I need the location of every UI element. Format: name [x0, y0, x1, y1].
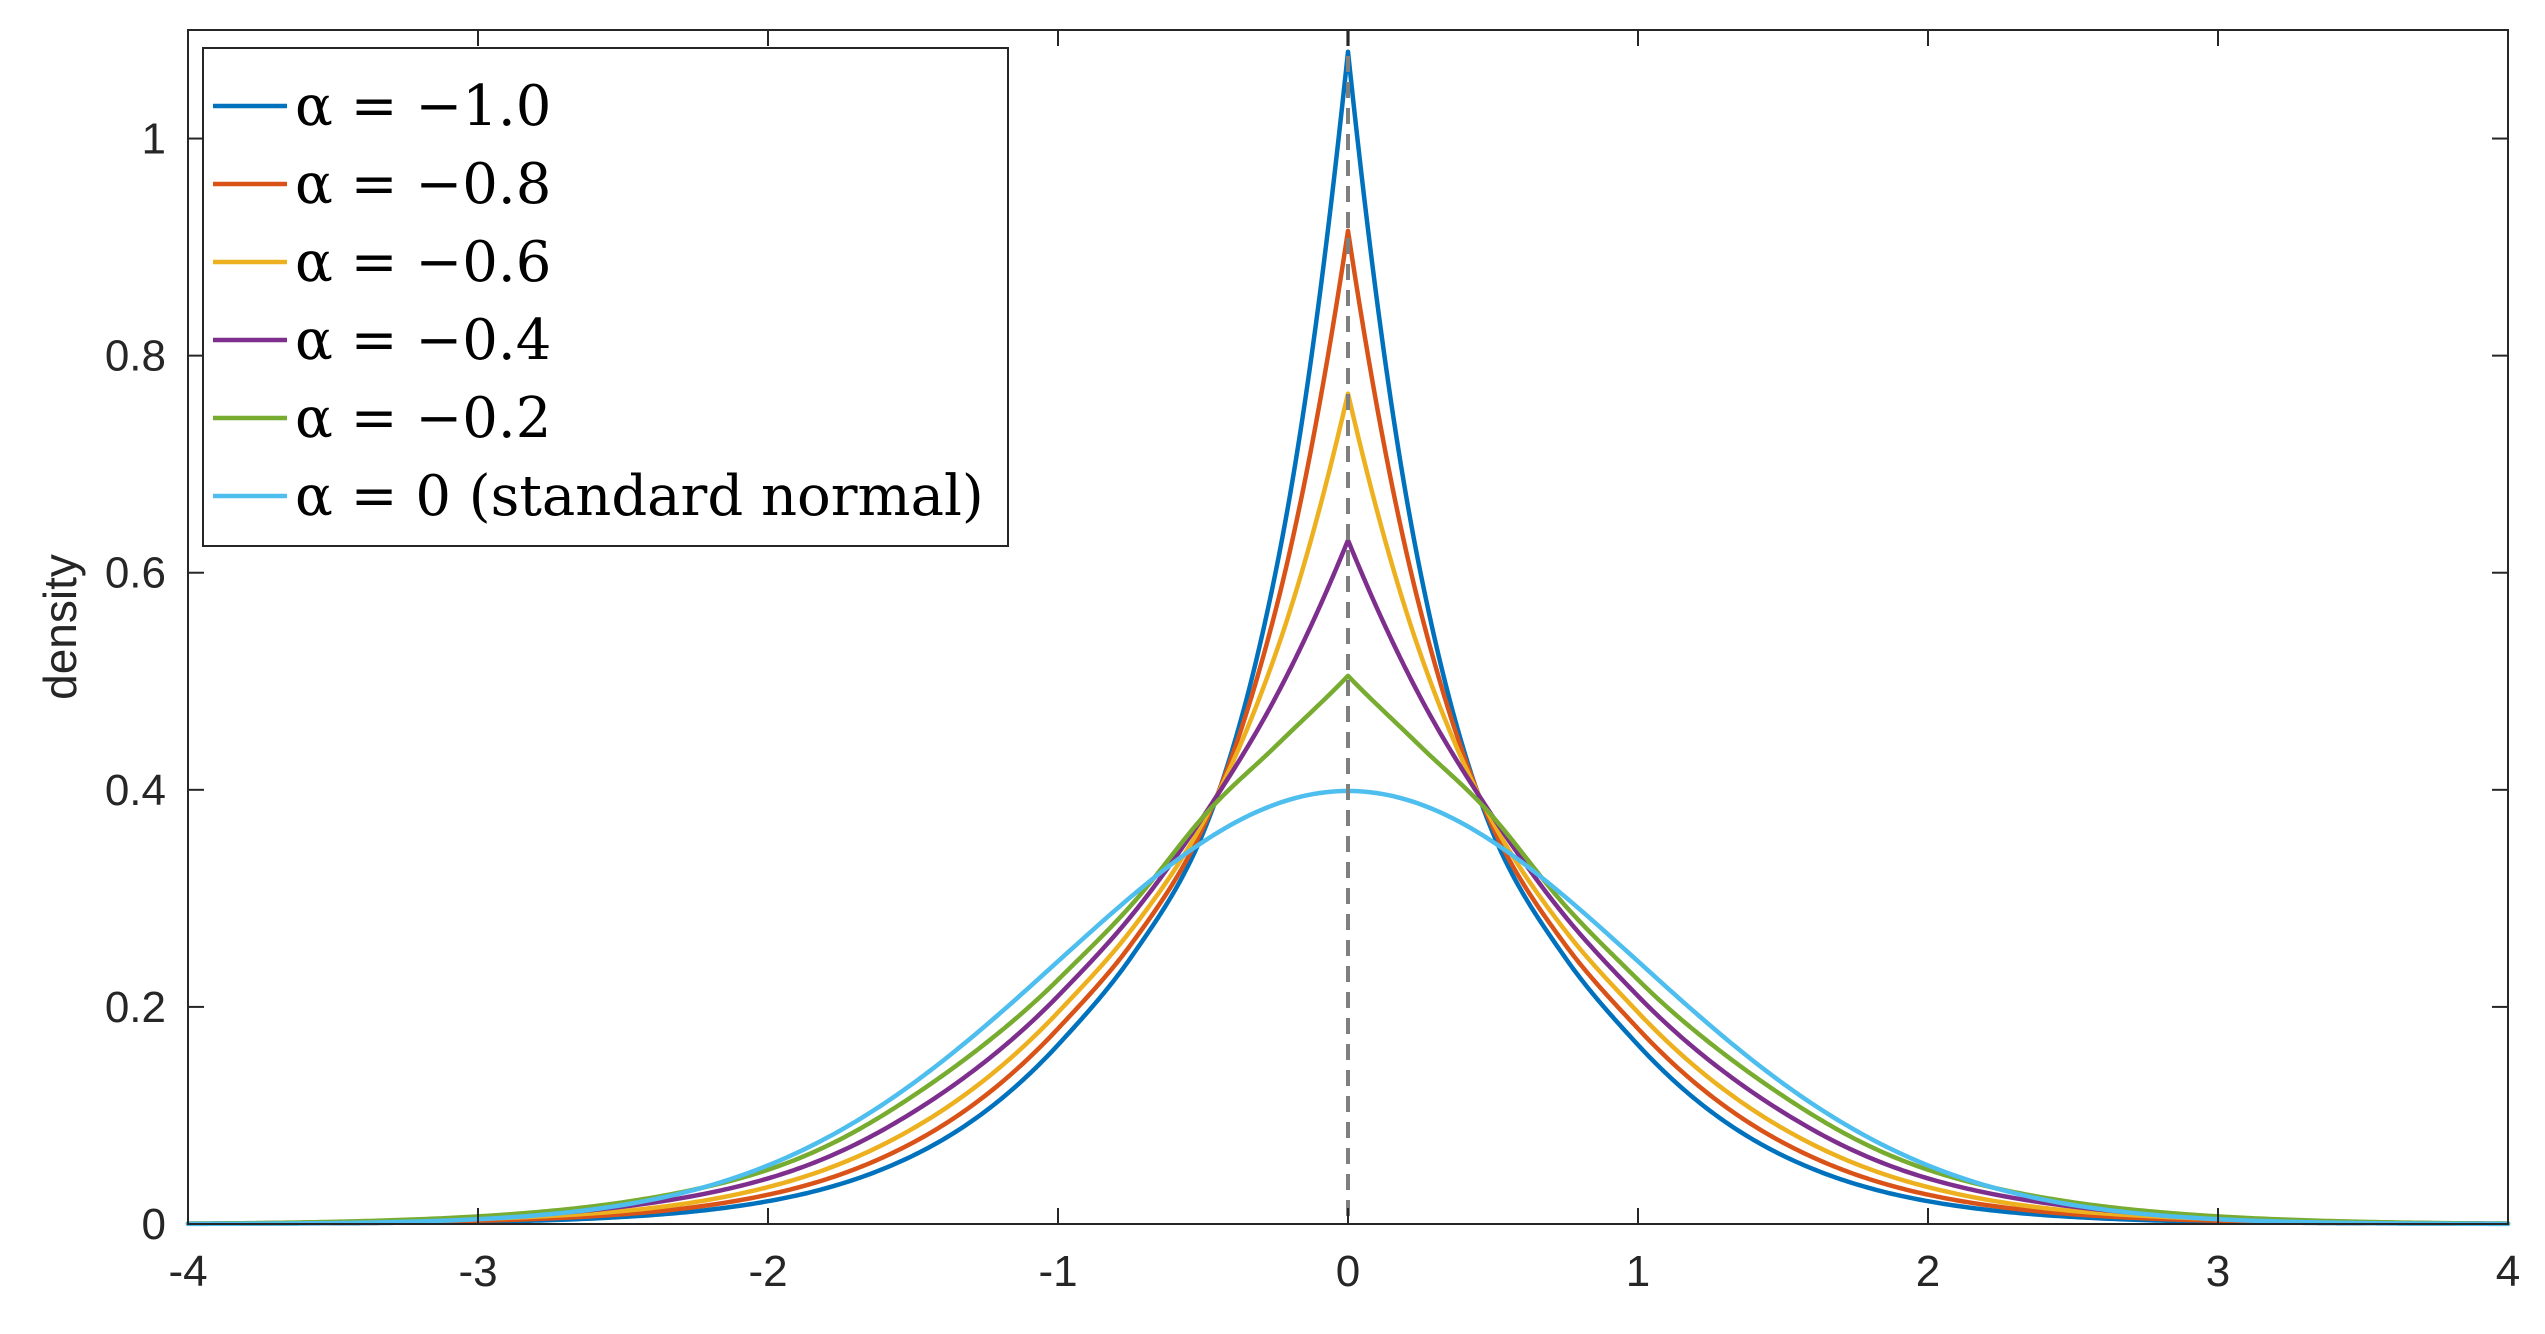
legend-box: [202, 47, 1009, 547]
y-tick-label: 0.2: [105, 983, 166, 1032]
x-tick-label: 1: [1626, 1247, 1650, 1296]
legend-label-3: α = −0.4: [295, 308, 551, 373]
series-line-3: [185, 537, 2511, 1226]
y-tick-label: 0.6: [105, 549, 166, 598]
legend: α = −1.0 α = −0.8 α = −0.6 α = −0.4 α = −0.2…: [202, 47, 1009, 547]
axes-group: -4 -3 -2 -1 0 1 2 3 4 0 0.2 0.4 0.6 0.8 1 density: [34, 29, 2520, 1296]
y-tick-label: 0.4: [105, 766, 166, 815]
y-tick-label: 1: [142, 115, 166, 164]
x-tick-label: 3: [2206, 1247, 2230, 1296]
x-tick-label: 0: [1336, 1247, 1360, 1296]
x-tick-label: -1: [1038, 1247, 1077, 1296]
legend-label-2: α = −0.6: [295, 230, 551, 295]
series-line-2: [185, 391, 2511, 1227]
legend-label-4: α = −0.2: [295, 386, 551, 451]
x-tick-label: -2: [748, 1247, 787, 1296]
y-tick-label: 0.8: [105, 332, 166, 381]
y-tick-label: 0: [142, 1200, 166, 1249]
y-axis-title: density: [34, 554, 86, 700]
x-tick-label: 4: [2496, 1247, 2520, 1296]
legend-label-5: α = 0 (standard normal): [295, 464, 984, 529]
x-tick-label: -4: [168, 1247, 207, 1296]
x-tick-label: 2: [1916, 1247, 1940, 1296]
x-tick-label: -3: [458, 1247, 497, 1296]
series-line-1: [185, 228, 2511, 1227]
legend-label-0: α = −1.0: [295, 74, 551, 139]
series-line-0: [185, 49, 2511, 1227]
legend-label-1: α = −0.8: [295, 152, 551, 217]
